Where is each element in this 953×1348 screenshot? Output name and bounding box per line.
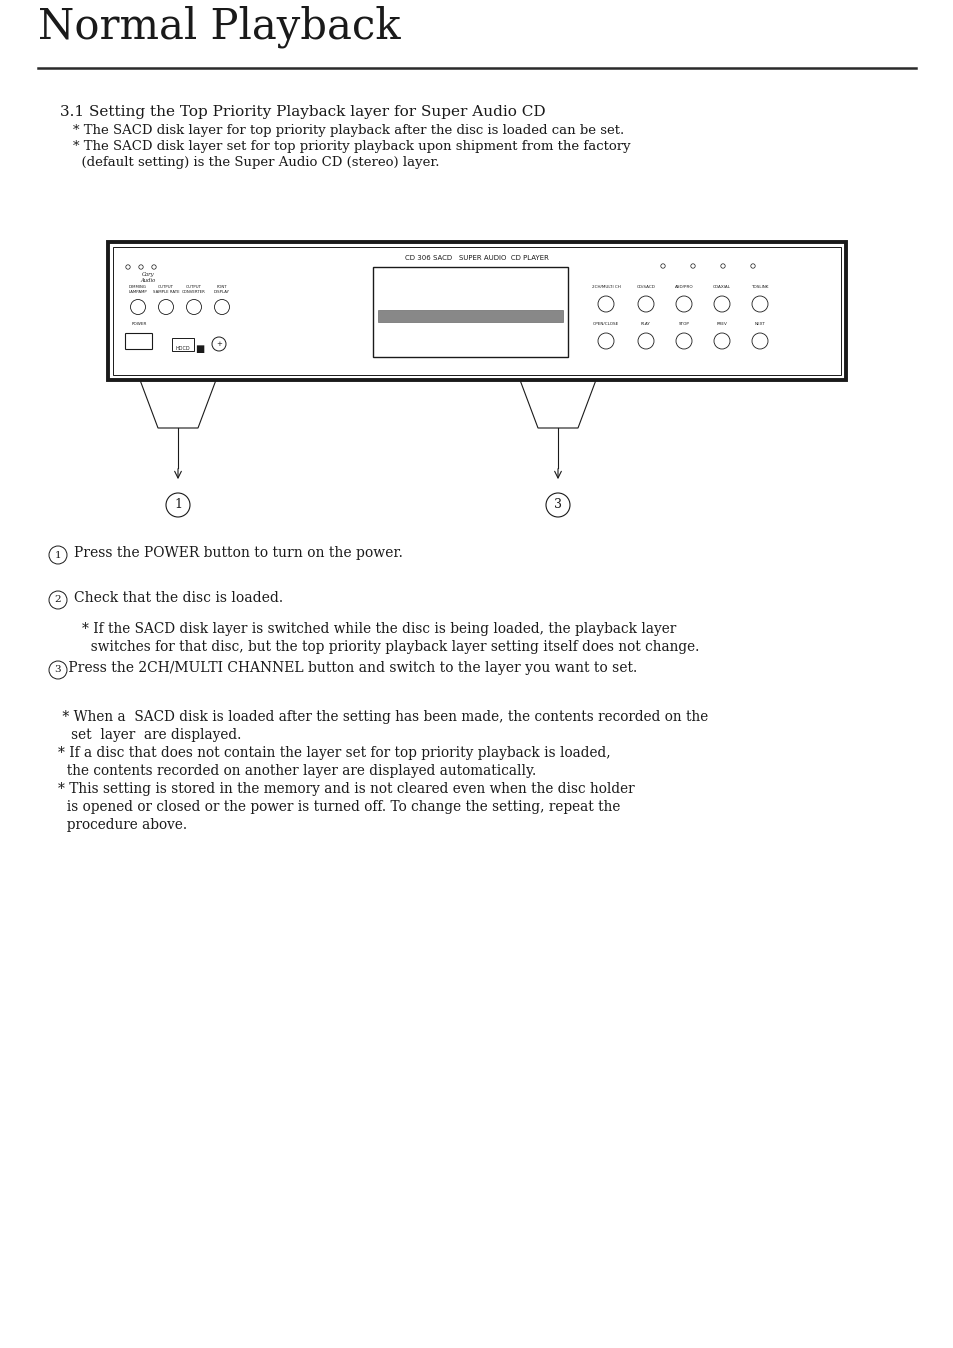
- Text: 3: 3: [554, 499, 561, 511]
- Text: POWER: POWER: [132, 322, 147, 326]
- Text: * If a disc that does not contain the layer set for top priority playback is loa: * If a disc that does not contain the la…: [58, 745, 610, 760]
- Bar: [373, 267, 567, 357]
- Text: HDCD: HDCD: [175, 346, 190, 350]
- Text: Normal Playback: Normal Playback: [38, 5, 400, 49]
- Text: Cary
Audio: Cary Audio: [140, 272, 155, 283]
- Text: the contents recorded on another layer are displayed automatically.: the contents recorded on another layer a…: [58, 764, 536, 778]
- Text: ASD/PRO: ASD/PRO: [674, 284, 693, 288]
- Text: 2CH/MULTI CH: 2CH/MULTI CH: [591, 284, 619, 288]
- Text: DIMMING
LAMPAMP: DIMMING LAMPAMP: [129, 284, 147, 294]
- Text: * When a  SACD disk is loaded after the setting has been made, the contents reco: * When a SACD disk is loaded after the s…: [58, 710, 707, 724]
- Text: +: +: [215, 341, 222, 346]
- Text: OPEN/CLOSE: OPEN/CLOSE: [592, 322, 618, 326]
- Text: STOP: STOP: [678, 322, 689, 326]
- Text: 3: 3: [54, 666, 61, 674]
- Text: is opened or closed or the power is turned off. To change the setting, repeat th: is opened or closed or the power is turn…: [58, 799, 619, 814]
- Bar: [377, 310, 562, 322]
- Text: FONT
DISPLAY: FONT DISPLAY: [213, 284, 230, 294]
- Text: (default setting) is the Super Audio CD (stereo) layer.: (default setting) is the Super Audio CD …: [73, 156, 439, 168]
- Text: ■: ■: [195, 344, 204, 355]
- Text: set  layer  are displayed.: set layer are displayed.: [58, 728, 241, 741]
- Text: 1: 1: [173, 499, 182, 511]
- Bar: [172, 338, 193, 350]
- Text: OUTPUT
CONVERTER: OUTPUT CONVERTER: [182, 284, 206, 294]
- Text: PREV: PREV: [716, 322, 727, 326]
- Text: NEXT: NEXT: [754, 322, 764, 326]
- Text: 3.1 Setting the Top Priority Playback layer for Super Audio CD: 3.1 Setting the Top Priority Playback la…: [60, 105, 545, 119]
- Text: 2: 2: [54, 596, 61, 604]
- Text: * The SACD disk layer for top priority playback after the disc is loaded can be : * The SACD disk layer for top priority p…: [73, 124, 623, 137]
- Text: switches for that disc, but the top priority playback layer setting itself does : switches for that disc, but the top prio…: [82, 640, 699, 654]
- Text: Press the 2CH/MULTI CHANNEL button and switch to the layer you want to set.: Press the 2CH/MULTI CHANNEL button and s…: [64, 661, 637, 675]
- Text: procedure above.: procedure above.: [58, 818, 187, 832]
- Text: OUTPUT
SAMPLE RATE: OUTPUT SAMPLE RATE: [152, 284, 179, 294]
- Text: 1: 1: [54, 550, 61, 559]
- Text: COAXIAL: COAXIAL: [712, 284, 730, 288]
- Text: * This setting is stored in the memory and is not cleared even when the disc hol: * This setting is stored in the memory a…: [58, 782, 634, 797]
- Text: * The SACD disk layer set for top priority playback upon shipment from the facto: * The SACD disk layer set for top priori…: [73, 140, 630, 154]
- Text: CD/SACD: CD/SACD: [636, 284, 655, 288]
- Text: * If the SACD disk layer is switched while the disc is being loaded, the playbac: * If the SACD disk layer is switched whi…: [82, 621, 676, 636]
- Text: Press the POWER button to turn on the power.: Press the POWER button to turn on the po…: [74, 546, 402, 559]
- Text: TOSLINK: TOSLINK: [751, 284, 768, 288]
- Text: PLAY: PLAY: [640, 322, 650, 326]
- Text: CD 306 SACD   SUPER AUDIO  CD PLAYER: CD 306 SACD SUPER AUDIO CD PLAYER: [405, 255, 548, 262]
- Text: Check that the disc is loaded.: Check that the disc is loaded.: [74, 590, 283, 605]
